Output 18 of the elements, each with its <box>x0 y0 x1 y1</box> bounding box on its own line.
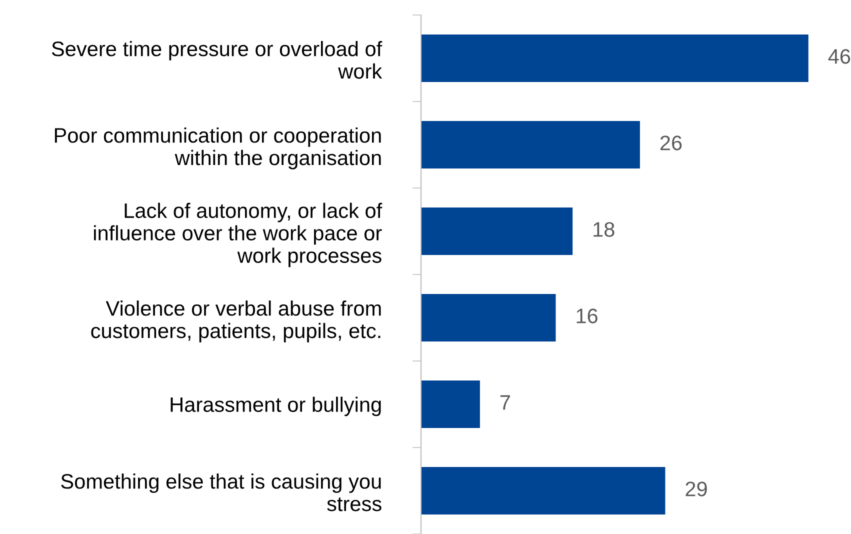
y-tick-label: Violence or verbal abuse from customers, patients, pupils, etc. <box>91 300 381 342</box>
y-tick-label: Harassment or bullying <box>170 396 381 416</box>
bar <box>421 120 640 169</box>
data-label: 26 <box>660 136 682 150</box>
bar <box>421 466 666 515</box>
data-label: 18 <box>594 222 614 237</box>
data-label: 29 <box>686 482 707 496</box>
bar <box>421 294 556 342</box>
data-label: 7 <box>500 395 510 410</box>
y-tick-label: Something else that is causing you stress <box>61 473 382 512</box>
data-label: 46 <box>828 49 850 64</box>
y-tick-label: Severe time pressure or overload of work <box>52 40 382 79</box>
bar <box>421 34 808 82</box>
y-tick-label: Poor communication or cooperation within the organisation <box>54 127 381 170</box>
bar <box>421 207 573 256</box>
data-label: 16 <box>576 308 598 324</box>
y-tick-label: Lack of autonomy, or lack of influence over the work pace or work processes <box>94 202 382 268</box>
bar <box>421 380 480 428</box>
